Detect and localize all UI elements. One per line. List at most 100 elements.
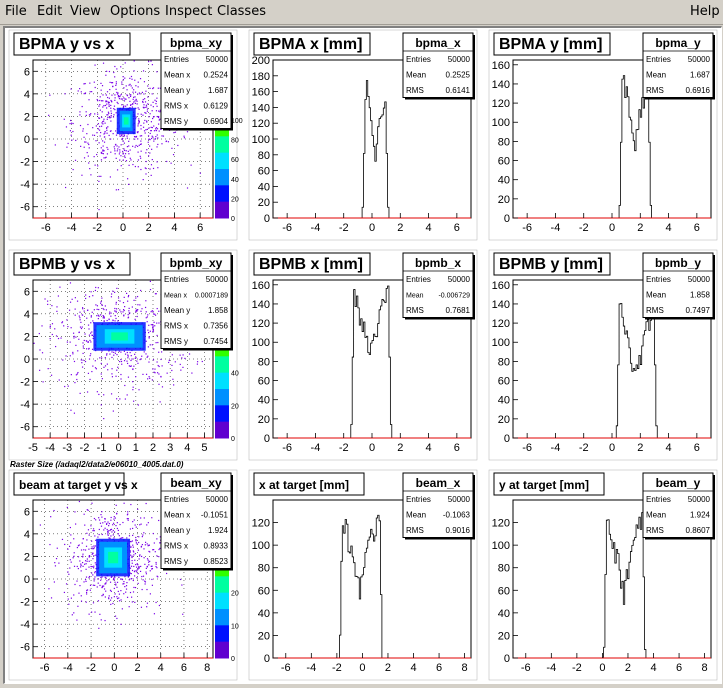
scatter-point — [110, 529, 112, 531]
y-tick-label: 120 — [492, 98, 510, 110]
scatter-point — [97, 582, 99, 584]
scatter-point — [149, 377, 151, 379]
scatter-point — [146, 558, 149, 560]
stats-value: -0.006729 — [438, 292, 470, 299]
scatter-point — [157, 143, 159, 146]
scatter-point — [112, 290, 114, 292]
scatter-point — [107, 530, 109, 532]
y-tick-label: 80 — [258, 563, 270, 575]
scatter-point — [152, 310, 154, 313]
scatter-point — [150, 311, 152, 313]
menu-file[interactable]: File — [5, 4, 27, 19]
scatter-point — [77, 350, 79, 352]
scatter-point — [116, 101, 118, 103]
scatter-point — [99, 109, 101, 111]
scatter-point — [135, 571, 138, 573]
menu-inspect[interactable]: Inspect — [165, 4, 213, 19]
scatter-point — [124, 576, 126, 578]
y-tick-label: 0 — [504, 213, 510, 225]
scatter-point — [105, 582, 107, 584]
scatter-point — [107, 369, 109, 371]
scatter-point — [116, 527, 118, 530]
stats-label: Mean y — [164, 526, 190, 535]
scatter-point — [93, 580, 95, 582]
y-tick-label: 0 — [264, 653, 270, 665]
scatter-point — [86, 532, 88, 534]
menu-options[interactable]: Options — [110, 4, 161, 19]
scatter-point — [98, 517, 100, 519]
scatter-point — [56, 547, 58, 549]
stats-name: beam_y — [656, 476, 701, 490]
menu-classes[interactable]: Classes — [217, 4, 266, 19]
scatter-point — [49, 94, 51, 96]
scatter-point — [145, 311, 147, 313]
scatter-point — [119, 398, 121, 400]
scatter-point — [107, 534, 109, 536]
root-canvas[interactable]: 100 80 60 40 20 0 -6 -4 -2 0 2 4 6 -6 -4 -2 0 2 4 6 BPMA y v… — [3, 26, 722, 684]
scatter-point — [151, 137, 153, 140]
stats-label: Entries — [164, 275, 189, 284]
menu-view[interactable]: View — [70, 4, 101, 19]
scatter-point — [172, 378, 174, 380]
scatter-point — [111, 531, 113, 533]
scatter-point — [128, 535, 131, 537]
scatter-point — [115, 524, 117, 527]
stats-value: 0.2524 — [204, 70, 229, 79]
x-tick-label: 6 — [454, 222, 460, 234]
x-tick-label: -2 — [80, 442, 90, 454]
scatter-point — [104, 130, 106, 133]
scatter-point — [146, 121, 148, 123]
scatter-point — [146, 566, 148, 568]
scatter-point — [110, 116, 112, 118]
scatter-point — [115, 84, 117, 87]
scatter-point — [137, 309, 139, 311]
scatter-point — [107, 111, 110, 113]
scatter-point — [123, 296, 125, 298]
scatter-point — [110, 576, 112, 578]
scatter-point — [146, 149, 148, 151]
scatter-point — [133, 400, 135, 402]
scatter-point — [134, 601, 136, 603]
scatter-point — [88, 555, 90, 557]
scatter-point — [54, 562, 56, 564]
scatter-point — [139, 78, 142, 80]
scatter-point — [146, 356, 148, 358]
scatter-point — [108, 104, 110, 106]
menu-help[interactable]: Help — [690, 4, 720, 19]
menu-edit[interactable]: Edit — [37, 4, 63, 19]
scatter-point — [151, 565, 153, 567]
scatter-point — [112, 524, 114, 526]
scatter-point — [101, 116, 103, 118]
scatter-point — [130, 573, 132, 575]
scatter-point — [135, 98, 137, 100]
stats-box — [402, 32, 474, 98]
scatter-point — [165, 140, 168, 142]
y-tick-label: -2 — [20, 597, 30, 609]
x-tick-label: 2 — [637, 442, 643, 454]
scatter-point — [126, 362, 129, 365]
scatter-point — [145, 106, 148, 108]
scatter-point — [133, 96, 135, 98]
scatter-point — [93, 555, 95, 557]
scatter-point — [108, 522, 110, 525]
scatter-point — [94, 289, 97, 292]
scatter-point — [155, 100, 158, 102]
scatter-point — [138, 121, 140, 123]
scatter-point — [80, 549, 83, 551]
scatter-point — [114, 291, 116, 293]
scatter-point — [151, 126, 153, 129]
scatter-point — [96, 305, 99, 307]
scatter-point — [93, 547, 95, 549]
scatter-point — [98, 533, 100, 536]
scatter-point — [101, 586, 104, 588]
scatter-point — [66, 319, 68, 321]
scatter-point — [144, 563, 146, 565]
scatter-point — [157, 364, 159, 367]
scatter-point — [81, 326, 83, 328]
scatter-point — [191, 372, 193, 374]
scatter-point — [135, 85, 137, 87]
scatter-point — [122, 311, 124, 313]
scatter-point — [116, 68, 118, 70]
scatter-point — [151, 148, 153, 150]
